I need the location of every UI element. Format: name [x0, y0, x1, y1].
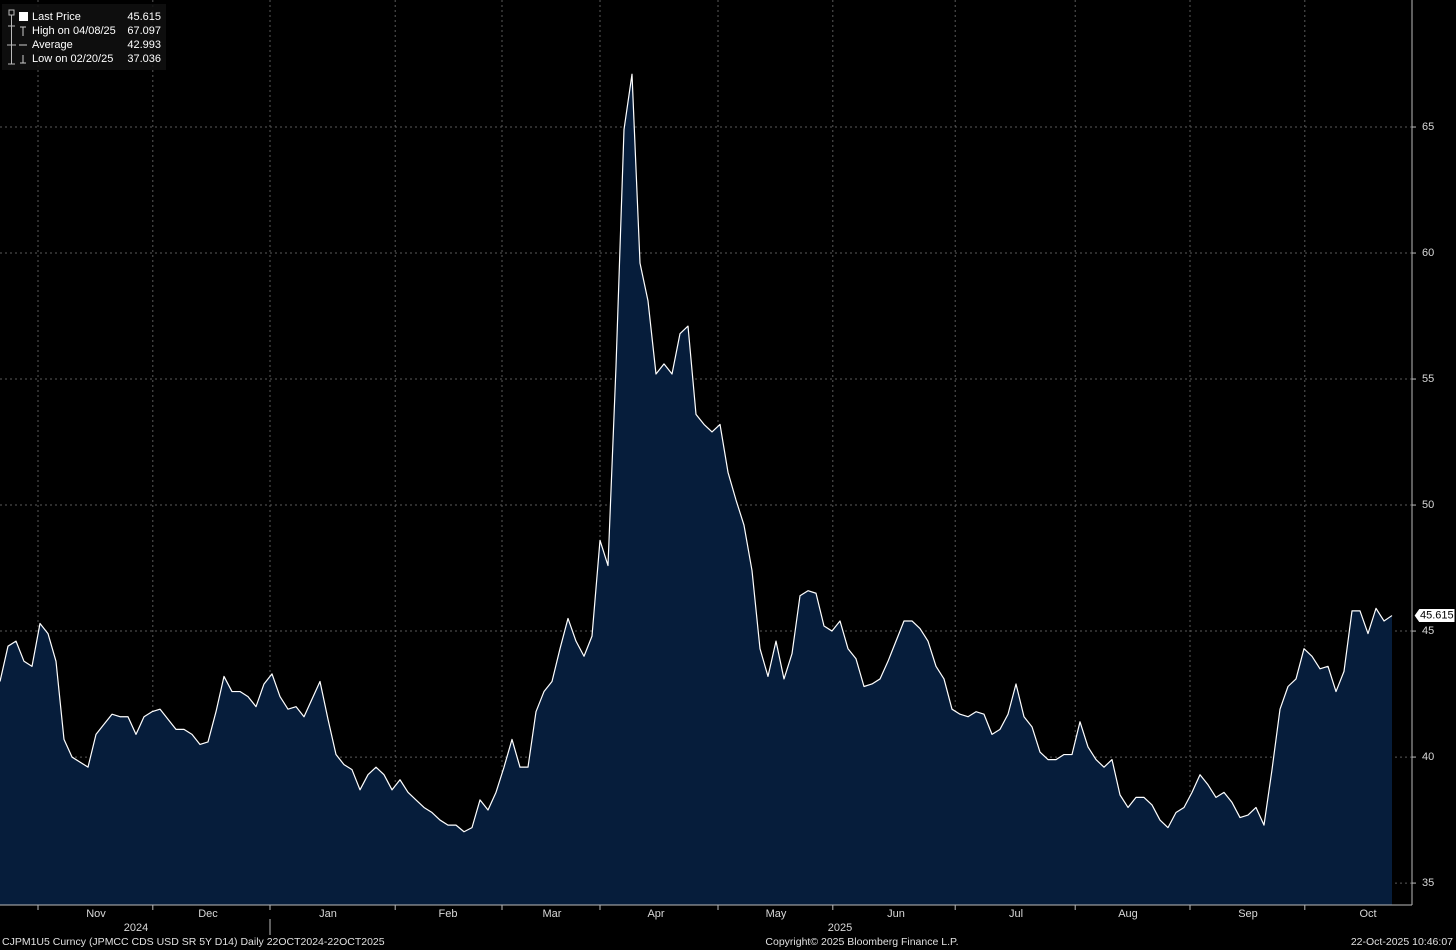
x-tick-label: Feb: [439, 908, 458, 920]
legend-label: Low on 02/20/25: [32, 53, 113, 65]
y-tick-label: 65: [1422, 121, 1434, 133]
x-tick-label: Apr: [647, 908, 664, 920]
x-tick-label: Mar: [543, 908, 562, 920]
legend-icons: [19, 26, 27, 64]
x-tick-label: Sep: [1238, 908, 1258, 920]
legend: Last Price High on 04/08/25 Average Low …: [2, 4, 166, 70]
y-tick-label: 55: [1422, 373, 1434, 385]
plot-layer: [0, 73, 1393, 906]
footer-left: CJPM1U5 Curncy (JPMCC CDS USD SR 5Y D14)…: [2, 936, 385, 948]
y-tick-label: 45: [1422, 625, 1434, 637]
legend-value: 42.993: [127, 39, 161, 51]
x-tick-label: May: [766, 908, 787, 920]
footer-center: Copyright© 2025 Bloomberg Finance L.P.: [765, 936, 958, 948]
legend-swatch: [19, 12, 28, 21]
x-tick-label: Aug: [1118, 908, 1138, 920]
axis-layer: 35 40 45 50 55 60 65 Nov Dec Jan Feb Mar Apr May Jun Ju…: [37, 121, 1456, 935]
legend-value: 67.097: [127, 25, 161, 37]
area-fill: [0, 74, 1392, 906]
legend-value: 37.036: [127, 53, 161, 65]
x-tick-label: Dec: [198, 908, 218, 920]
x-tick-label: Jan: [319, 908, 337, 920]
legend-value: 45.615: [127, 11, 161, 23]
price-line: [0, 73, 1393, 833]
x-tick-label: Jun: [887, 908, 905, 920]
legend-label: High on 04/08/25: [32, 25, 116, 37]
legend-label: Average: [32, 39, 73, 51]
last-price-label: 45.615: [1420, 609, 1454, 621]
legend-tree: [7, 9, 16, 65]
footer-right: 22-Oct-2025 10:46:07: [1351, 936, 1453, 948]
last-price-tag: [1413, 608, 1456, 624]
y-tick-label: 40: [1422, 751, 1434, 763]
y-tick-label: 35: [1422, 877, 1434, 889]
year-label: 2024: [124, 922, 148, 934]
y-tick-label: 60: [1422, 247, 1434, 259]
x-tick-label: Jul: [1009, 908, 1023, 920]
legend-label: Last Price: [32, 11, 81, 23]
year-label: 2025: [828, 922, 852, 934]
legend-box: [2, 4, 166, 70]
y-tick-label: 50: [1422, 499, 1434, 511]
x-tick-label: Nov: [86, 908, 106, 920]
x-tick-label: Oct: [1359, 908, 1376, 920]
